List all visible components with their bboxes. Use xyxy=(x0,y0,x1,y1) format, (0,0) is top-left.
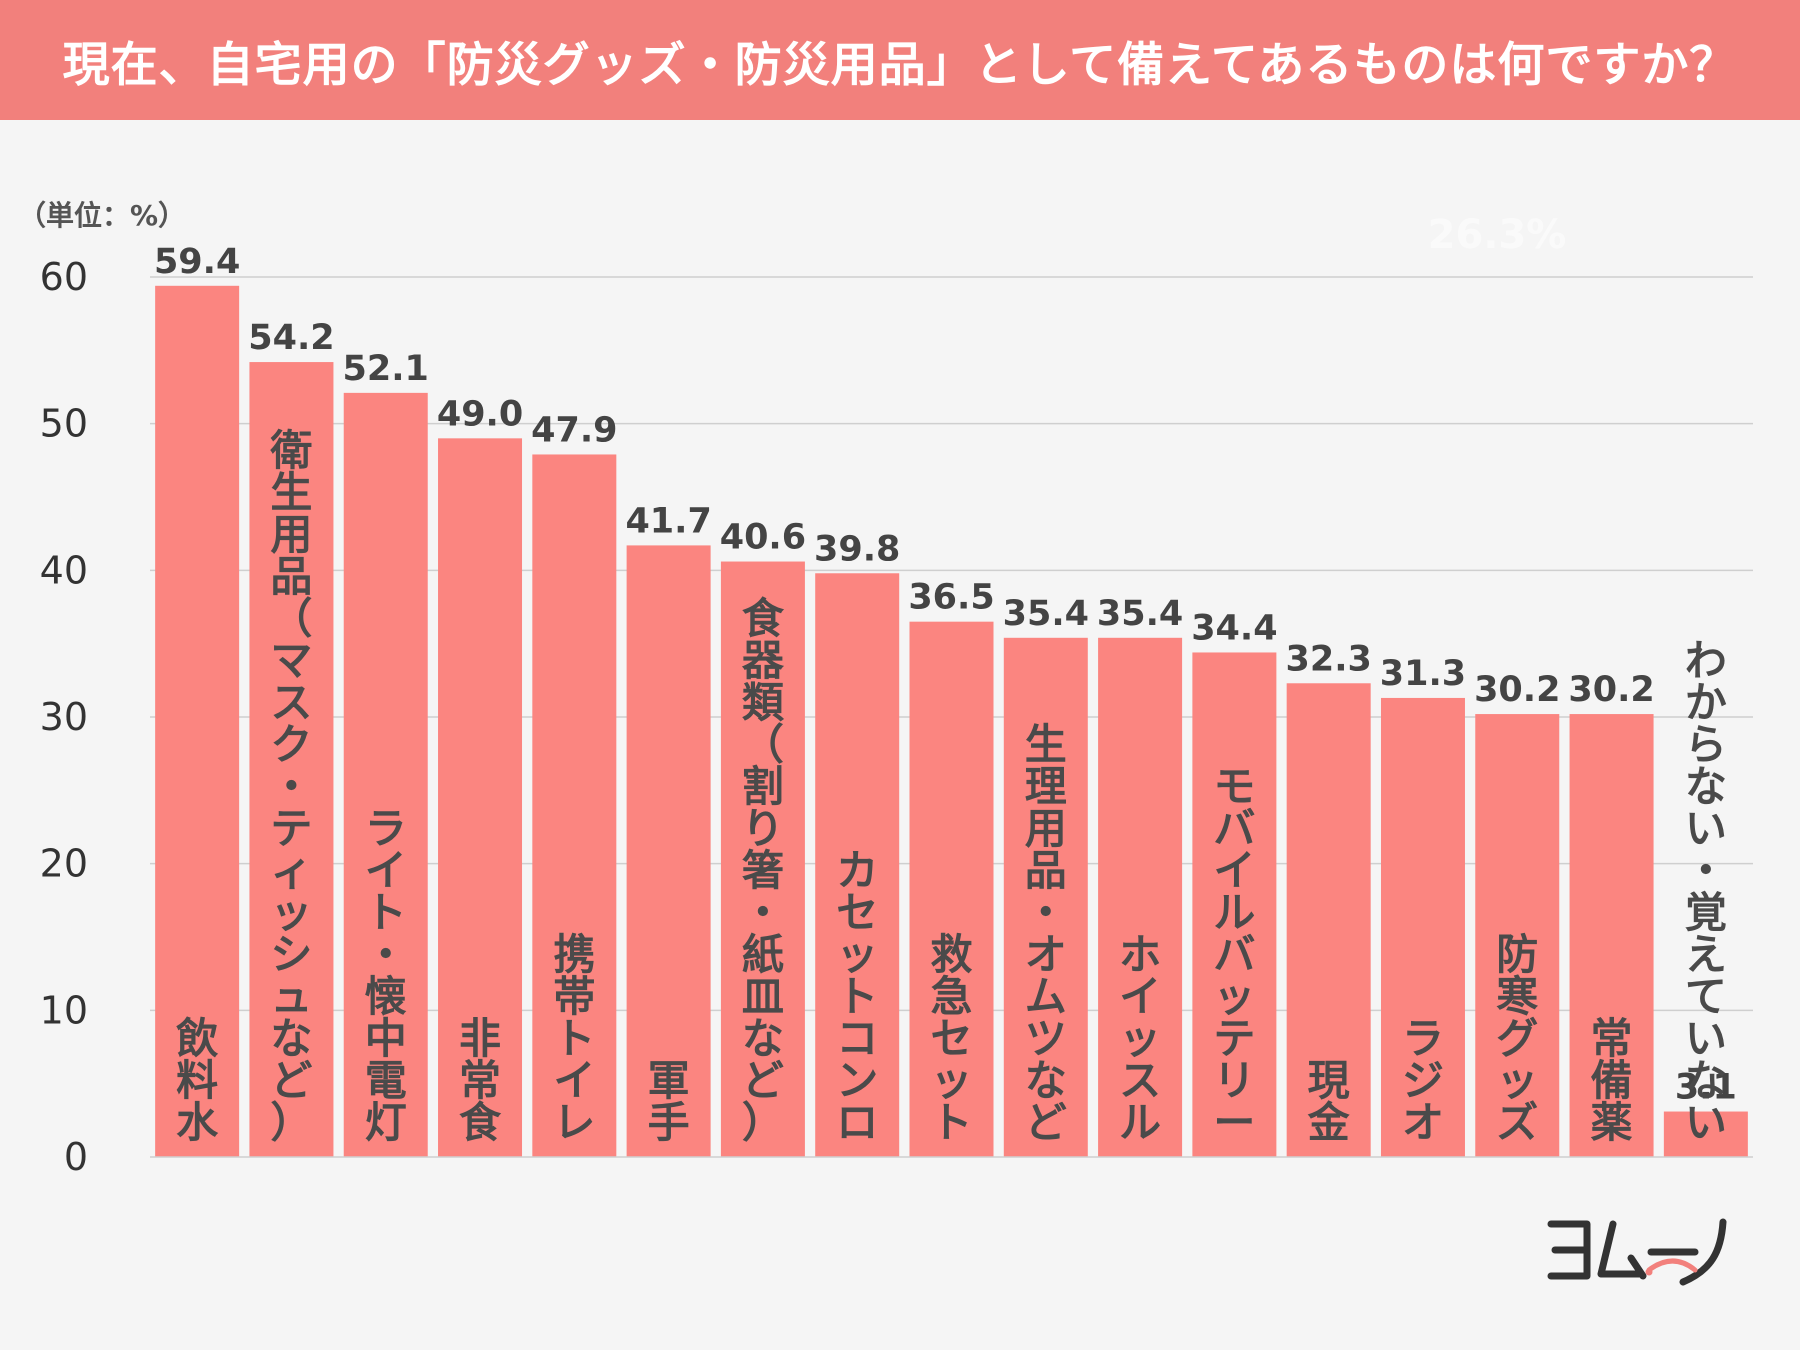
value-label: 35.4 xyxy=(1003,594,1089,634)
bar xyxy=(155,285,240,1157)
bar xyxy=(1663,1111,1748,1157)
value-label: 35.4 xyxy=(1097,594,1183,634)
category-label: ラジオ xyxy=(1402,1014,1444,1147)
y-tick-label: 0 xyxy=(64,1135,88,1179)
bar xyxy=(1475,714,1560,1157)
category-label: 飲料水 xyxy=(176,1014,219,1147)
category-label: 防寒グッズ xyxy=(1496,930,1538,1147)
bar xyxy=(1192,652,1277,1157)
category-label: 衛生用品（マスク・ティッシュなど） xyxy=(269,426,312,1147)
bar xyxy=(1098,637,1183,1157)
category-label: 軍手 xyxy=(648,1056,690,1147)
bar xyxy=(1569,714,1654,1157)
category-label: 携帯トイレ xyxy=(553,930,595,1147)
y-tick-label: 40 xyxy=(40,548,88,592)
category-label: わからない・覚えていない xyxy=(1685,636,1727,1147)
yomuno-logo-icon xyxy=(1547,1218,1727,1286)
bar xyxy=(1380,697,1465,1157)
category-label: ライト・懐中電灯 xyxy=(365,804,407,1147)
value-label: 40.6 xyxy=(720,518,806,558)
y-tick-label: 20 xyxy=(40,842,88,886)
value-label: 52.1 xyxy=(343,349,429,389)
category-label: 救急セット xyxy=(930,930,972,1147)
category-label: 常備薬 xyxy=(1591,1014,1633,1147)
category-label: ホイッスル xyxy=(1119,930,1161,1147)
bar xyxy=(438,438,523,1157)
value-label: 41.7 xyxy=(625,501,711,541)
value-label: 54.2 xyxy=(248,318,334,358)
bar xyxy=(720,561,805,1157)
page-title: 現在、自宅用の「防災グッズ・防災用品」として備えてあるものは何ですか？ xyxy=(62,37,1738,93)
y-tick-label: 10 xyxy=(40,988,88,1032)
value-label: 3.1 xyxy=(1675,1068,1737,1108)
value-label: 30.2 xyxy=(1568,670,1654,710)
watermark-label: 26.3% xyxy=(1428,212,1567,258)
category-label: モバイルバッテリー xyxy=(1213,762,1255,1147)
value-label: 39.8 xyxy=(814,529,900,569)
unit-label: （単位：%） xyxy=(18,199,187,232)
value-label: 32.3 xyxy=(1285,639,1371,679)
value-label: 31.3 xyxy=(1380,654,1466,694)
bar xyxy=(343,392,428,1157)
bar xyxy=(909,621,994,1157)
value-label: 34.4 xyxy=(1191,608,1277,648)
bar xyxy=(1003,637,1088,1157)
bar xyxy=(626,545,711,1157)
category-label: 生理用品・オムツなど xyxy=(1025,720,1067,1147)
bar xyxy=(815,573,900,1157)
category-label: 現金 xyxy=(1307,1056,1351,1147)
value-label: 49.0 xyxy=(437,394,523,434)
value-label: 59.4 xyxy=(154,242,240,282)
value-label: 30.2 xyxy=(1474,670,1560,710)
y-tick-label: 50 xyxy=(40,402,88,446)
bar xyxy=(1286,683,1371,1157)
y-tick-label: 60 xyxy=(40,255,88,299)
y-tick-label: 30 xyxy=(40,695,88,739)
category-label: 非常食 xyxy=(459,1014,502,1147)
category-label: 食器類（割り箸・紙皿など） xyxy=(742,594,785,1147)
header-banner: 現在、自宅用の「防災グッズ・防災用品」として備えてあるものは何ですか？ xyxy=(0,0,1800,120)
category-label: カセットコンロ xyxy=(836,846,878,1147)
bar xyxy=(532,454,617,1157)
bar xyxy=(249,362,334,1158)
value-label: 36.5 xyxy=(908,578,994,618)
value-label: 47.9 xyxy=(531,410,617,450)
